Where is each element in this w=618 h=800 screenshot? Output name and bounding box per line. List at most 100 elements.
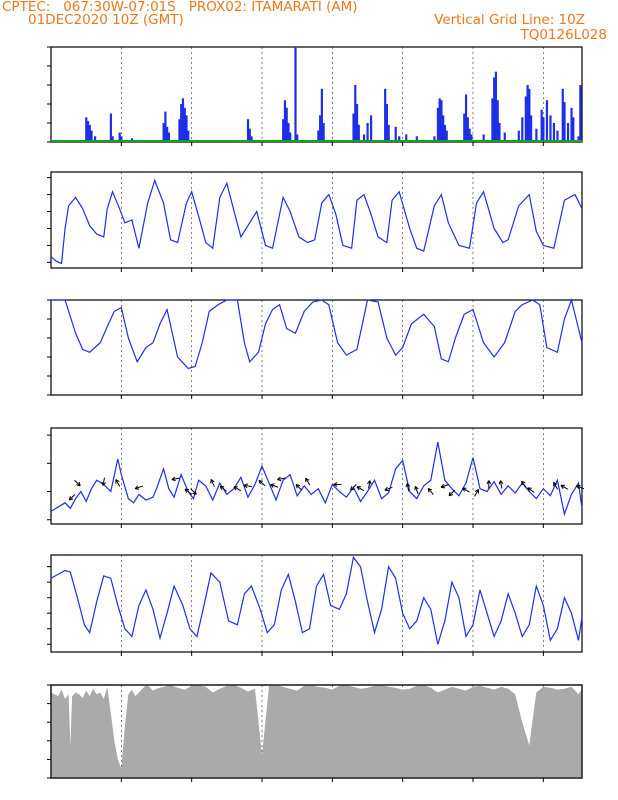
precip-bar — [493, 77, 496, 142]
precip-bar — [464, 94, 468, 142]
precip-bar — [164, 111, 167, 142]
precip-bar — [542, 117, 545, 142]
wind-vector — [101, 477, 106, 486]
precip-bar — [90, 130, 93, 142]
precip-bar — [572, 117, 575, 142]
wind-vector — [258, 479, 266, 487]
precip-bar — [436, 107, 440, 142]
wind-vector — [333, 482, 342, 487]
precip-bar — [352, 113, 355, 142]
panel-frame-2 — [50, 299, 583, 396]
precip-bar — [162, 123, 165, 142]
precip-bar — [86, 121, 90, 142]
precip-bar — [85, 117, 88, 142]
precip-bar — [287, 123, 290, 142]
header-model-code: TQ0126L028 — [520, 27, 607, 43]
precip-bar — [294, 47, 297, 142]
precip-bar — [109, 113, 112, 142]
wind-vector — [134, 485, 143, 490]
wind-vector — [210, 479, 215, 487]
panel-frame-3 — [50, 427, 583, 525]
precip-bar — [250, 136, 253, 142]
precip-bar — [322, 123, 325, 142]
precip-bar — [438, 98, 441, 142]
wind-vector — [527, 487, 535, 493]
precip-bar — [366, 123, 369, 142]
panel-frame-top — [50, 684, 583, 779]
wind-vector — [521, 480, 527, 489]
precip-bar — [282, 119, 285, 142]
precip-bar — [552, 123, 556, 142]
precip-bar — [319, 115, 322, 142]
precip-bar — [570, 107, 573, 142]
wind-vector — [405, 483, 411, 492]
precip-bar — [463, 113, 466, 142]
header-date: 01DEC2020 10Z (GMT) — [28, 12, 184, 28]
wind-vector — [356, 486, 365, 492]
precip-bar — [296, 134, 299, 142]
precip-bar — [521, 117, 524, 142]
precip-bar — [496, 100, 499, 142]
wind-vector — [553, 481, 559, 490]
precip-bar — [442, 115, 445, 142]
precip-bar — [398, 136, 401, 142]
wind-vector — [115, 479, 121, 487]
precip-bar — [433, 136, 436, 142]
precip-bar — [528, 88, 531, 142]
precip-bar — [491, 98, 494, 142]
wind-vector — [190, 488, 197, 495]
precip-bar — [540, 109, 543, 142]
precip-bar — [545, 100, 549, 142]
header-line-1: CPTEC: 067:30W-07:01S PROX02: ITAMARATI … — [2, 0, 358, 15]
precip-bar — [535, 128, 538, 142]
precip-bar — [577, 136, 580, 142]
wind-vector — [68, 493, 76, 501]
wind-vector — [184, 488, 192, 495]
precip-bar — [384, 88, 387, 142]
precip-bar — [120, 136, 123, 142]
precip-bar — [494, 71, 498, 142]
precip-bar — [187, 130, 190, 142]
precip-bar — [466, 117, 469, 142]
precip-bar — [167, 132, 171, 142]
precip-bar — [561, 88, 564, 142]
precip-bar — [362, 134, 366, 142]
precip-bar — [317, 130, 320, 142]
precip-bar — [93, 136, 97, 142]
precip-bar — [579, 85, 582, 142]
precip-bar — [482, 134, 485, 142]
wind-vector — [448, 489, 456, 497]
precip-bar — [405, 134, 408, 142]
precip-bar — [88, 124, 91, 142]
wind-vector — [171, 476, 180, 482]
precip-bar — [517, 130, 520, 142]
precip-bar — [183, 107, 186, 142]
wind-vector — [277, 476, 286, 482]
precip-bar — [370, 115, 373, 142]
wind-vector — [219, 485, 227, 492]
wind-vector — [462, 487, 470, 493]
precip-bar — [440, 100, 443, 142]
wind-vector — [350, 484, 357, 491]
wind-vector — [384, 486, 393, 492]
precip-bar — [503, 132, 506, 142]
wind-vector — [474, 489, 480, 497]
wind-vector — [305, 477, 311, 486]
precip-bar — [443, 124, 447, 142]
wind-vector — [414, 485, 419, 495]
panel-frame-1 — [50, 171, 583, 269]
precip-bar — [394, 126, 397, 142]
precip-bar — [178, 119, 181, 142]
wind-vector — [295, 483, 303, 491]
wind-vector — [560, 484, 569, 490]
wind-vector — [576, 484, 585, 490]
precip-bar — [289, 132, 292, 142]
precip-bar — [181, 98, 185, 142]
precip-bar — [549, 115, 552, 142]
wind-vector — [367, 480, 372, 489]
wind-vector — [440, 483, 449, 489]
series-line-1 — [50, 178, 583, 265]
precip-bar — [563, 102, 566, 142]
wind-vector — [270, 483, 279, 488]
